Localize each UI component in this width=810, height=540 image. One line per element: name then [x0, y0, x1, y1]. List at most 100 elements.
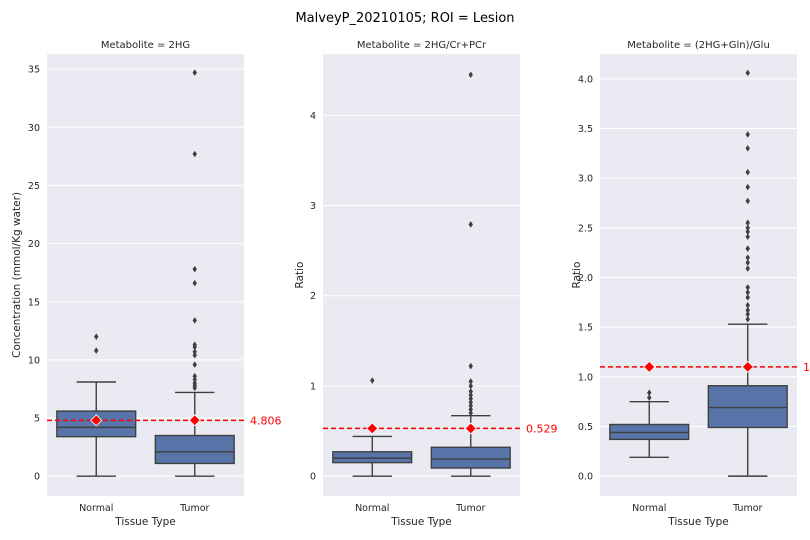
outlier-point [192, 150, 197, 158]
reference-value-label: 0.529 [526, 422, 558, 435]
outlier-point [745, 145, 750, 152]
x-axis-label: Tissue Type [667, 516, 729, 528]
outlier-point [192, 376, 197, 383]
x-tick-label: Normal [355, 503, 389, 514]
outlier-point [192, 279, 197, 287]
y-tick-label: 3.0 [578, 174, 593, 185]
outlier-point [745, 219, 750, 227]
box-normal [609, 389, 690, 458]
outlier-point [468, 388, 473, 395]
panel-title: Metabolite = 2HG/Cr+PCr [357, 40, 487, 51]
outlier-point [745, 245, 750, 252]
panel-title: Metabolite = 2HG [101, 40, 190, 51]
y-tick-label: 3 [310, 201, 316, 212]
outlier-point [745, 294, 750, 301]
y-tick-label: 0.5 [578, 422, 593, 433]
y-tick-label: 0 [310, 472, 316, 483]
outlier-point [468, 391, 473, 399]
outlier-point [192, 372, 197, 380]
reference-marker [188, 414, 201, 427]
outlier-point [94, 333, 99, 340]
reference-value-label: 1 [803, 361, 810, 374]
outlier-point [192, 351, 197, 359]
outlier-point [94, 347, 99, 354]
outlier-point [468, 221, 473, 228]
y-tick-label: 4 [310, 111, 316, 122]
outlier-point [745, 224, 750, 232]
outlier-point [192, 69, 197, 76]
outlier-point [745, 69, 750, 77]
outlier-point [192, 379, 197, 387]
iqr-box [430, 446, 511, 469]
y-tick-label: 5 [34, 414, 40, 425]
outlier-point [468, 382, 473, 390]
x-tick-label: Normal [79, 503, 113, 514]
y-tick-label: 1.0 [578, 372, 593, 383]
panel-1: 0 5 10 15 20 25 30 35 Normal Tumor 4.806 Metabolite… [11, 40, 282, 528]
outlier-point [745, 131, 750, 138]
outlier-point [192, 341, 197, 349]
box-tumor [707, 69, 788, 477]
outlier-point [192, 265, 197, 273]
panel-3: 0.0 0.5 1.0 1.5 2.0 2.5 3.0 3.5 4.0 Normal Tumor 1 M… [571, 40, 810, 528]
outlier-point [468, 71, 473, 79]
outlier-point [745, 289, 750, 296]
outlier-point [745, 168, 750, 176]
outlier-point [745, 233, 750, 241]
y-tick-label: 20 [28, 239, 40, 250]
outlier-point [745, 228, 750, 236]
outlier-point [192, 348, 197, 356]
outlier-point [468, 378, 473, 385]
plot-area [323, 54, 520, 496]
outlier-point [745, 265, 750, 272]
outlier-point [468, 362, 473, 370]
outlier-point [468, 402, 473, 410]
outlier-point [192, 361, 197, 368]
iqr-box [332, 451, 413, 464]
x-tick-label: Normal [632, 503, 666, 514]
y-tick-label: 30 [28, 123, 40, 134]
x-tick-label: Tumor [732, 503, 762, 514]
outlier-point [745, 310, 750, 318]
iqr-box [154, 434, 235, 465]
outlier-point [745, 301, 750, 309]
y-tick-label: 10 [28, 355, 40, 366]
outlier-point [745, 259, 750, 266]
iqr-box [707, 385, 788, 429]
x-axis-label: Tissue Type [114, 516, 176, 528]
panel-title: Metabolite = (2HG+Gln)/Glu [627, 40, 770, 51]
y-tick-label: 3.5 [578, 124, 593, 135]
reference-marker [741, 360, 754, 373]
reference-marker [643, 360, 656, 373]
outlier-point [468, 395, 473, 402]
outlier-point [745, 306, 750, 314]
box-tumor [154, 69, 235, 477]
outlier-point [468, 409, 473, 417]
y-tick-label: 15 [28, 297, 40, 308]
y-tick-label: 1 [310, 381, 316, 392]
outlier-point [370, 377, 375, 384]
x-tick-label: Tumor [179, 503, 209, 514]
reference-marker [90, 414, 103, 427]
y-axis-label: Concentration (mmol/Kg water) [11, 192, 23, 358]
box-tumor [430, 71, 511, 477]
outlier-point [647, 394, 652, 401]
reference-marker [366, 422, 379, 435]
box-normal [332, 377, 413, 477]
y-tick-label: 2 [310, 291, 316, 302]
y-tick-label: 4.0 [578, 74, 593, 85]
y-axis-label: Ratio [571, 262, 583, 289]
figure-title: MalveyP_20210105; ROI = Lesion [295, 11, 514, 26]
outlier-point [745, 315, 750, 323]
outlier-point [192, 317, 197, 324]
outlier-point [745, 197, 750, 205]
outlier-point [647, 389, 652, 397]
outlier-point [745, 284, 750, 291]
reference-marker [464, 422, 477, 435]
panel-2: 0 1 2 3 4 Normal Tumor 0.529 Metabolite = 2HG/Cr… [294, 40, 558, 528]
y-tick-label: 2.5 [578, 223, 593, 234]
outlier-point [745, 254, 750, 261]
y-axis-label: Ratio [294, 262, 306, 289]
y-tick-label: 35 [28, 65, 40, 76]
